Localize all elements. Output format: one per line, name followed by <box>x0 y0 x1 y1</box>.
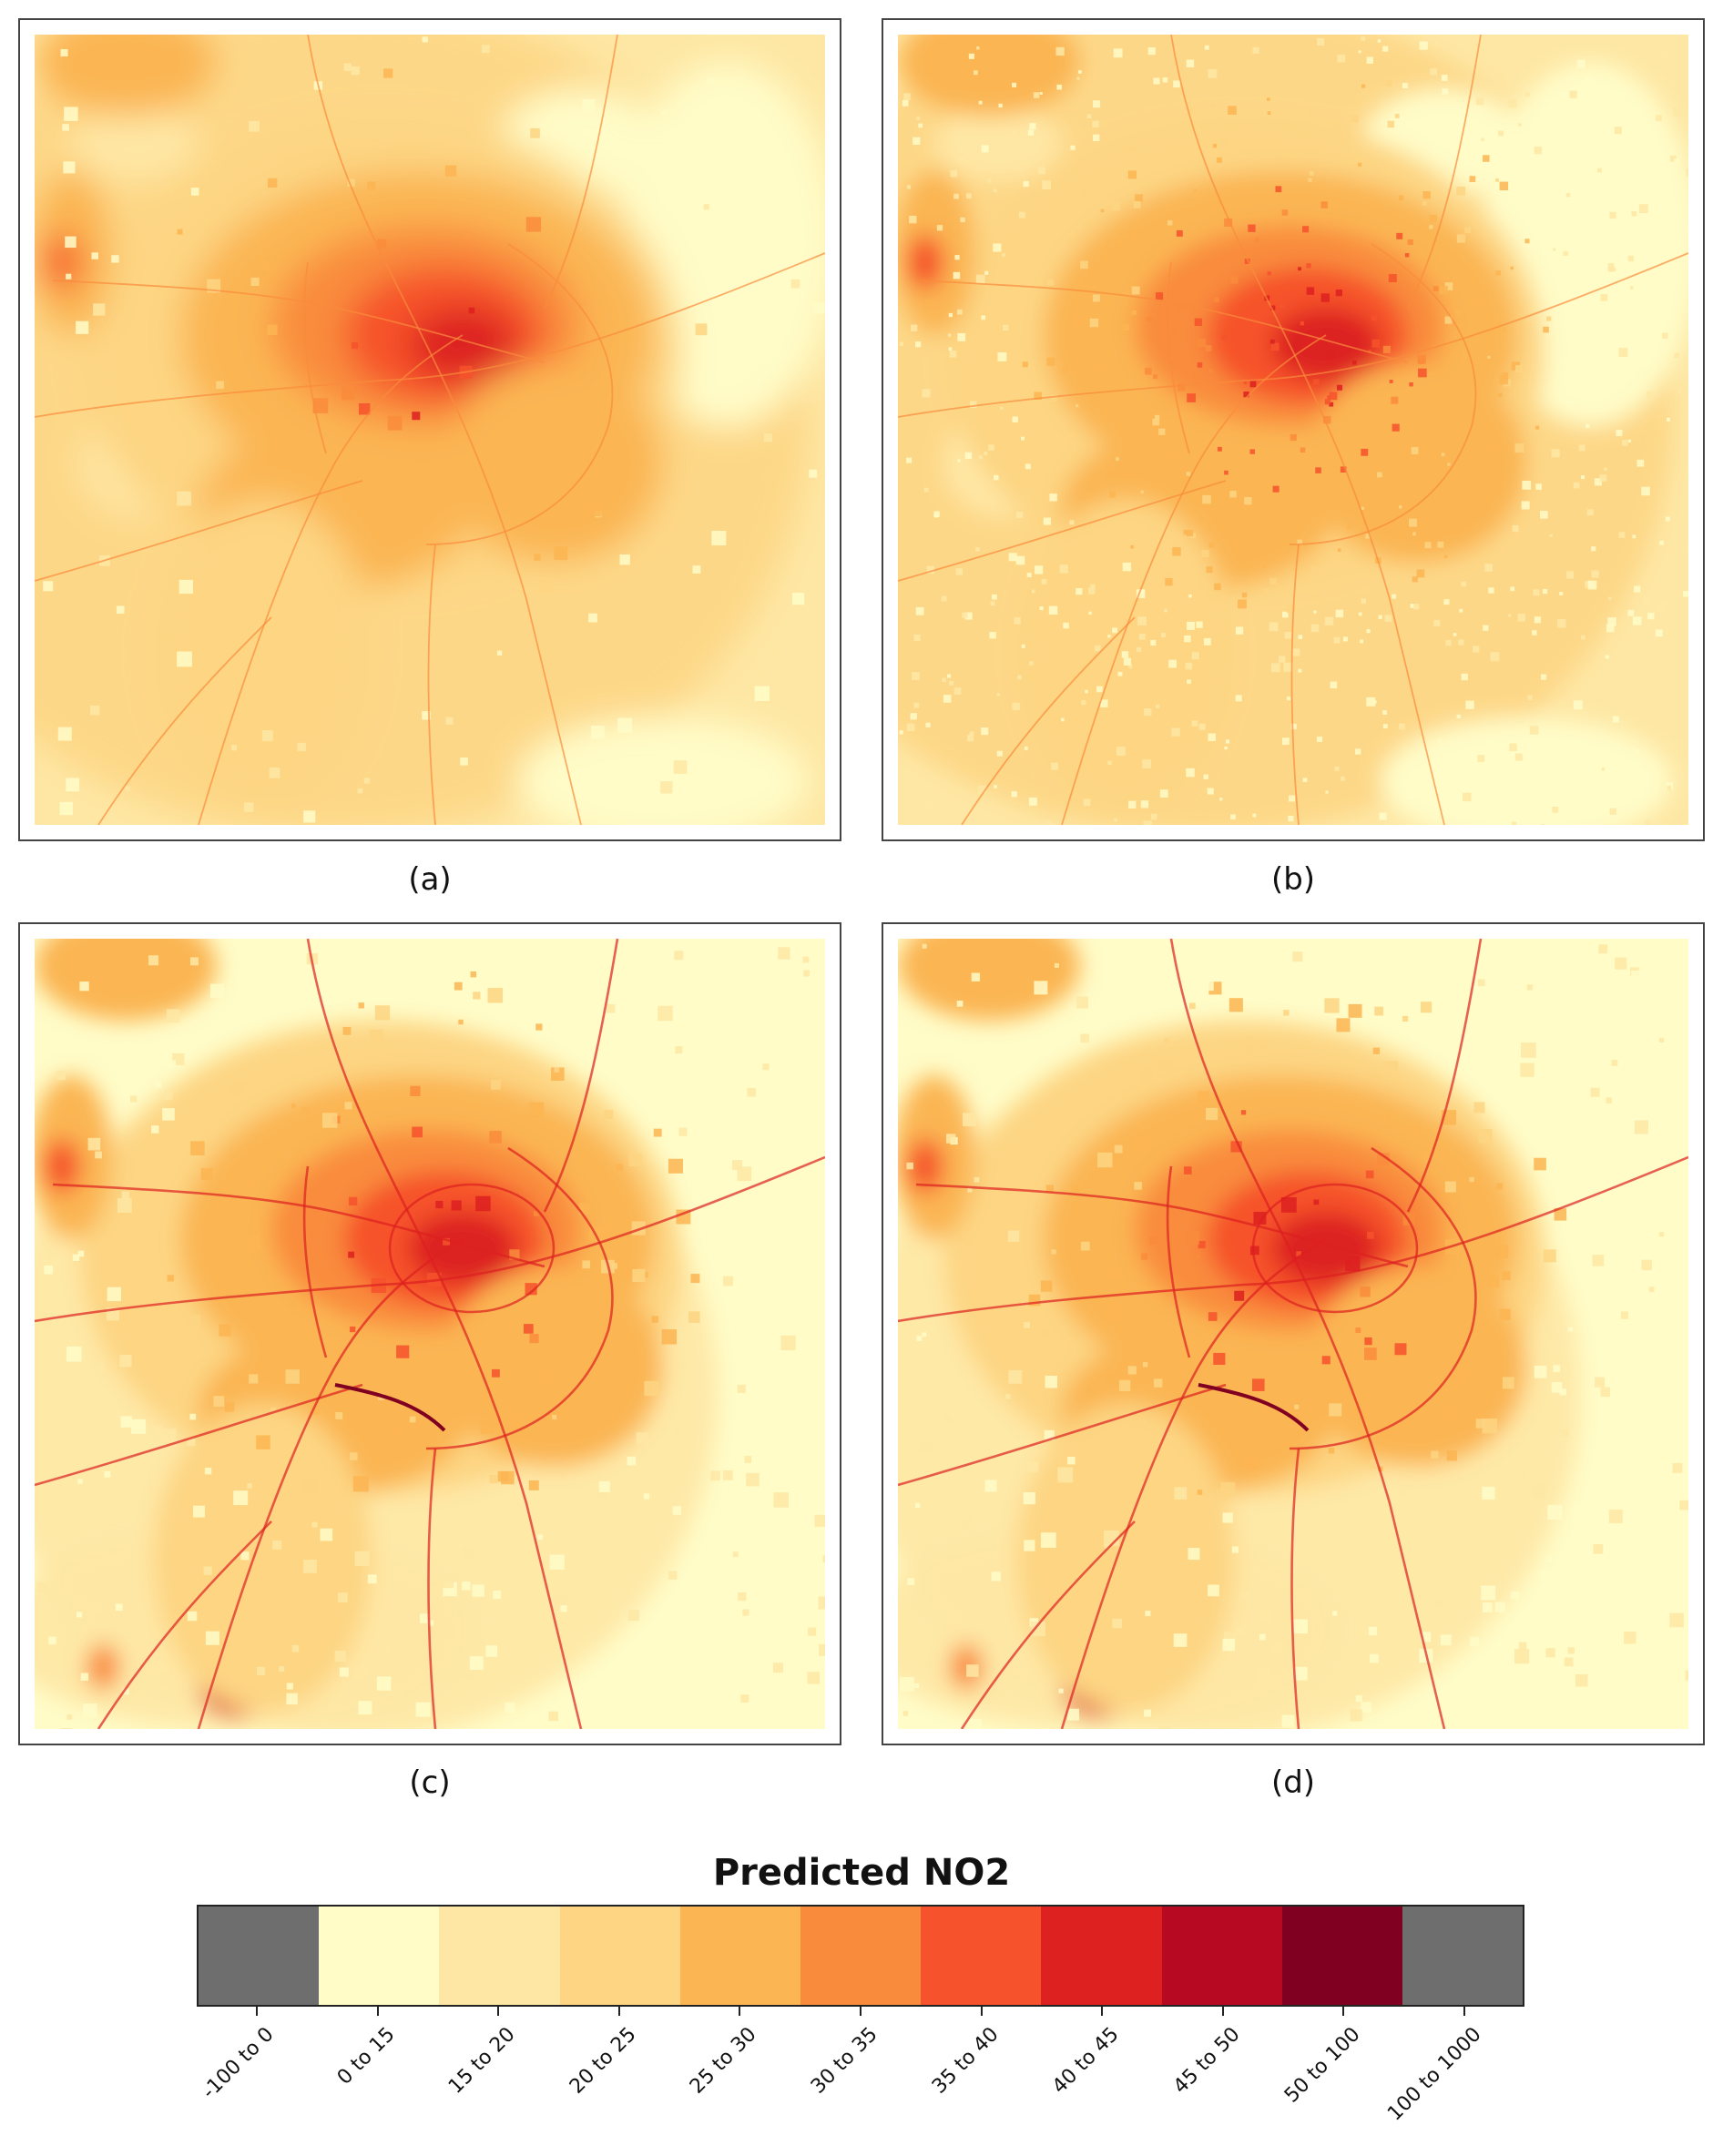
map-panel-b <box>882 18 1705 841</box>
legend-tick <box>1342 2007 1345 2016</box>
no2-map-b <box>898 35 1688 825</box>
legend-swatch <box>559 1907 680 2005</box>
legend-colorbar <box>197 1905 1524 2007</box>
legend-label: 45 to 50 <box>1168 2023 1245 2099</box>
legend-tick <box>980 2007 983 2016</box>
map-panel-d <box>882 922 1705 1745</box>
legend-label: 50 to 100 <box>1280 2023 1365 2108</box>
legend-label: 15 to 20 <box>444 2023 521 2099</box>
legend-swatch <box>921 1907 1042 2005</box>
map-panel-a <box>18 18 841 841</box>
legend-tick <box>1463 2007 1465 2016</box>
map-panel-c <box>18 922 841 1745</box>
legend-swatch <box>199 1907 320 2005</box>
legend-swatch <box>1041 1907 1162 2005</box>
legend-swatch <box>1402 1907 1524 2005</box>
legend-tick <box>1221 2007 1224 2016</box>
legend-label: 100 to 1000 <box>1382 2023 1486 2126</box>
legend-tick <box>497 2007 500 2016</box>
legend-label: 20 to 25 <box>565 2023 641 2099</box>
legend-swatch <box>1281 1907 1402 2005</box>
legend-label: -100 to 0 <box>198 2023 279 2104</box>
legend-tick <box>860 2007 862 2016</box>
legend-ticks <box>197 2007 1524 2018</box>
no2-map-a <box>35 35 825 825</box>
panel-caption-d: (d) <box>1270 1764 1316 1801</box>
legend-swatch <box>800 1907 922 2005</box>
legend-swatch <box>679 1907 800 2005</box>
panel-caption-a: (a) <box>408 861 452 898</box>
legend-swatch <box>319 1907 440 2005</box>
legend-tick <box>739 2007 741 2016</box>
legend-tick <box>256 2007 259 2016</box>
no2-map-c <box>35 939 825 1729</box>
legend-tick <box>376 2007 379 2016</box>
panel-caption-c: (c) <box>409 1764 451 1801</box>
legend-label: 25 to 30 <box>686 2023 762 2099</box>
legend-label: 35 to 40 <box>927 2023 1004 2099</box>
no2-map-d <box>898 939 1688 1729</box>
legend-label: 40 to 45 <box>1047 2023 1124 2099</box>
legend-swatch <box>439 1907 560 2005</box>
legend-tick <box>617 2007 620 2016</box>
legend-swatch <box>1161 1907 1282 2005</box>
legend-label: 0 to 15 <box>332 2023 400 2090</box>
legend-tick <box>1101 2007 1104 2016</box>
legend-label: 30 to 35 <box>806 2023 882 2099</box>
legend-title: Predicted NO2 <box>712 1852 1011 1894</box>
panel-caption-b: (b) <box>1270 861 1316 898</box>
